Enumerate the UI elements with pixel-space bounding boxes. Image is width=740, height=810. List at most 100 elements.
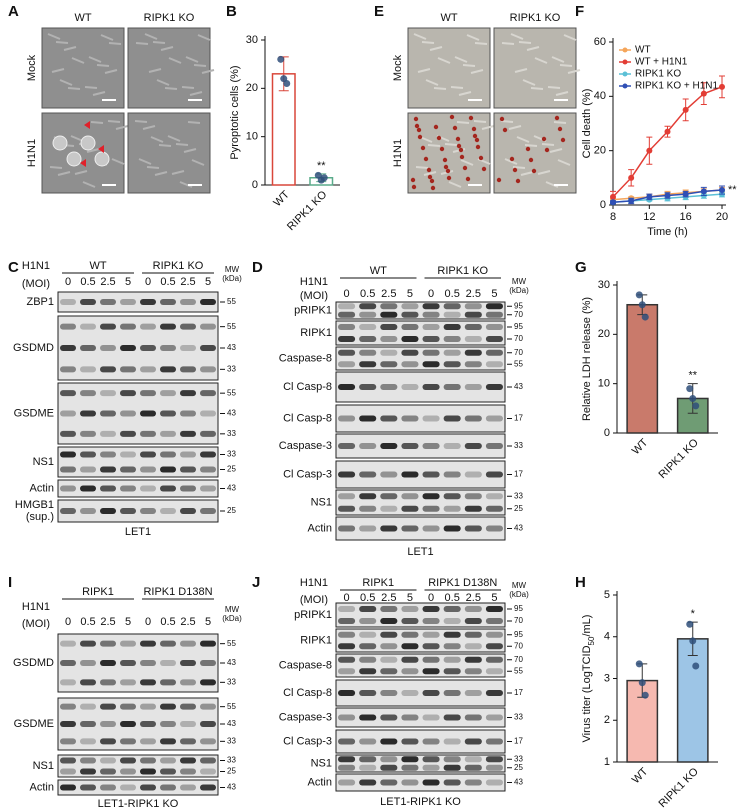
stained-cell [426, 167, 432, 173]
blot-band [401, 384, 419, 390]
cell-texture [454, 56, 468, 63]
blot-band [160, 366, 176, 373]
blot-band [60, 430, 76, 437]
cell-texture [156, 79, 170, 86]
dose-value: 2.5 [466, 288, 481, 300]
blot-band [443, 779, 461, 786]
group-label: RIPK1 [362, 577, 394, 589]
mw-unit: (kDa) [222, 614, 242, 623]
y-tick-label: 10 [246, 131, 258, 143]
blot-band [120, 345, 136, 351]
mw-label: 70 [514, 348, 523, 357]
blot-band [200, 430, 216, 437]
blot-band [160, 430, 176, 437]
mw-label: 33 [514, 441, 523, 450]
mw-title: MW [512, 581, 527, 590]
cell-texture [181, 86, 195, 89]
blot-band [160, 466, 176, 473]
blot-band [338, 764, 356, 771]
blot-strip [335, 433, 506, 459]
dose-value: 0.5 [445, 592, 460, 604]
cell-texture [458, 91, 472, 96]
blot-band [401, 324, 419, 330]
mw-label: 43 [227, 409, 236, 418]
blot-band [464, 505, 482, 512]
blot-band [338, 738, 356, 745]
panel-label: F [575, 3, 584, 20]
blot-band [80, 768, 96, 775]
cell-texture [504, 158, 518, 165]
blot-band [380, 361, 398, 368]
blot-band [359, 525, 377, 532]
stained-cell [512, 167, 518, 173]
blot-band [120, 323, 136, 330]
stained-cell [468, 115, 474, 121]
blot-band [464, 656, 482, 663]
blot-band [443, 471, 461, 478]
dose-value: 5 [407, 288, 413, 300]
mw-label: 25 [227, 465, 236, 474]
y-tick-label: 5 [604, 589, 610, 601]
dose-value: 0.5 [445, 288, 460, 300]
cell-texture [537, 170, 551, 175]
blot-band [140, 757, 156, 764]
blot-band [100, 757, 116, 764]
blot-band [380, 714, 398, 721]
stained-cell [417, 134, 423, 140]
cell-texture [518, 41, 532, 44]
blot-band [443, 714, 461, 721]
blot-band [401, 493, 419, 500]
stained-cell [410, 177, 416, 183]
blot-band [443, 643, 461, 650]
blot-band [100, 345, 116, 351]
blot-band [464, 303, 482, 310]
blot-band [443, 656, 461, 663]
blot-band [60, 784, 76, 791]
stained-cell [541, 136, 547, 142]
stained-cell [475, 144, 481, 150]
protein-label: Cl Casp-8 [283, 381, 332, 393]
blot-band [140, 299, 156, 305]
x-tick-label: 12 [643, 211, 655, 223]
blot-band [359, 779, 377, 786]
significance: * [691, 608, 696, 620]
blot-band [422, 493, 440, 500]
cell-texture [138, 158, 152, 165]
blot-band [422, 779, 440, 786]
blot-band [485, 618, 503, 624]
dose-value: 5 [205, 616, 211, 628]
blot-band [100, 721, 116, 727]
cell-texture [154, 171, 168, 176]
treatment-label: H1N1 [22, 601, 50, 613]
blot-band [60, 390, 76, 397]
mw-label: 70 [514, 334, 523, 343]
arrowhead [98, 145, 104, 153]
blot-band [60, 410, 76, 417]
blot-band [180, 660, 196, 666]
blot-band [80, 366, 96, 373]
cell-texture [541, 143, 555, 146]
data-point [692, 662, 700, 670]
data-point [686, 385, 694, 393]
protein-label: Caspase-8 [279, 659, 332, 671]
blot-band [60, 660, 76, 666]
blot-band [60, 679, 76, 686]
cell-texture [67, 87, 81, 90]
protein-label: GSDMD [13, 657, 54, 669]
blot-band [443, 764, 461, 771]
y-axis-label: Cell death (%) [581, 89, 593, 159]
blot-band [200, 757, 216, 764]
cell-texture [71, 57, 85, 64]
blot-band [200, 768, 216, 775]
blot-strip [335, 301, 506, 320]
blot-band [359, 656, 377, 663]
cell-texture [193, 64, 207, 67]
blot-band [60, 299, 76, 305]
mw-label: 55 [227, 388, 236, 397]
data-point [682, 191, 689, 198]
cell-texture [148, 68, 162, 73]
dose-value: 0 [428, 592, 434, 604]
group-label: RIPK1 D138N [428, 577, 497, 589]
data-point [686, 620, 694, 628]
blot-band [200, 345, 216, 351]
